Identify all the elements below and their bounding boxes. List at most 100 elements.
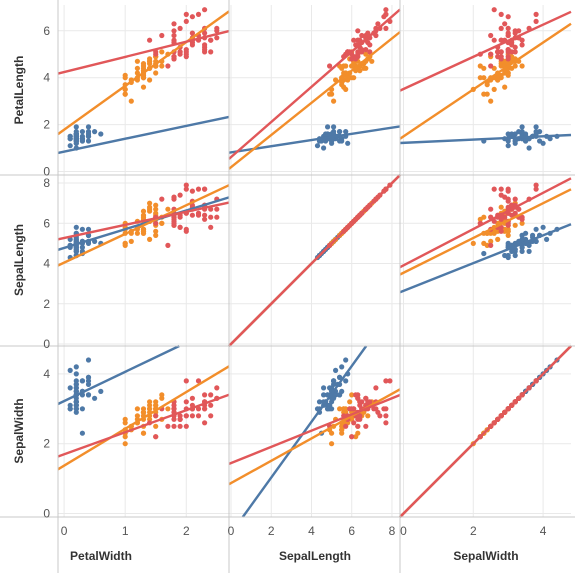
data-point-series-1 — [339, 82, 345, 88]
data-point-series-0 — [339, 364, 345, 370]
data-point-series-1 — [331, 98, 337, 104]
y-tick-label: 4 — [43, 257, 50, 271]
data-point-series-1 — [147, 61, 153, 67]
data-point-series-0 — [331, 378, 337, 384]
data-point-series-2 — [495, 49, 501, 55]
data-point-series-2 — [533, 182, 539, 188]
data-point-series-1 — [147, 208, 153, 214]
data-point-series-2 — [195, 212, 202, 218]
data-point-series-2 — [498, 186, 504, 192]
data-point-series-0 — [339, 388, 345, 394]
trend-line-series-0 — [399, 223, 572, 294]
data-point-series-2 — [208, 402, 214, 408]
data-point-series-1 — [488, 98, 494, 104]
col-title-2: SepalWidth — [453, 549, 518, 563]
data-point-series-2 — [183, 423, 189, 429]
data-point-series-2 — [383, 7, 389, 13]
data-point-series-1 — [481, 65, 487, 71]
data-point-series-0 — [345, 140, 351, 146]
data-point-series-1 — [343, 86, 349, 92]
data-point-series-1 — [159, 49, 165, 55]
x-tick-label: 2 — [470, 524, 477, 538]
data-point-series-2 — [165, 423, 171, 429]
data-point-series-0 — [533, 124, 539, 130]
data-point-series-1 — [153, 70, 159, 76]
data-point-series-2 — [505, 56, 511, 62]
trend-line-series-2 — [399, 10, 572, 92]
data-point-series-1 — [153, 210, 159, 216]
data-point-series-0 — [85, 392, 92, 398]
data-point-series-1 — [165, 206, 171, 212]
data-point-series-2 — [363, 47, 369, 53]
data-point-series-1 — [140, 208, 147, 214]
data-point-series-0 — [343, 129, 349, 135]
data-point-series-0 — [73, 381, 79, 387]
data-point-series-2 — [177, 25, 183, 31]
row-title-0: PetalLength — [12, 56, 26, 125]
data-point-series-1 — [134, 230, 140, 236]
row-title-2: SepalWidth — [12, 398, 26, 463]
data-point-series-0 — [85, 133, 92, 139]
data-point-series-1 — [355, 430, 361, 436]
data-point-series-1 — [347, 399, 353, 405]
data-point-series-2 — [202, 392, 208, 398]
data-point-series-0 — [73, 371, 79, 377]
data-point-series-2 — [202, 186, 208, 192]
data-point-series-2 — [383, 11, 389, 17]
data-point-series-1 — [140, 84, 147, 90]
data-point-series-1 — [153, 206, 159, 212]
data-point-series-2 — [177, 423, 183, 429]
data-point-series-2 — [153, 220, 159, 226]
data-point-series-1 — [351, 61, 357, 67]
data-point-series-2 — [202, 7, 208, 13]
data-point-series-2 — [355, 423, 361, 429]
data-point-series-2 — [359, 47, 365, 53]
data-point-series-1 — [491, 86, 497, 92]
trend-line-series-1 — [399, 188, 572, 276]
data-point-series-0 — [85, 378, 92, 384]
y-tick-label: 0 — [43, 507, 50, 521]
data-point-series-2 — [171, 196, 177, 202]
y-tick-label: 8 — [43, 176, 50, 190]
y-tick-label: 6 — [43, 24, 50, 38]
x-tick-label: 0 — [400, 524, 407, 538]
data-point-series-2 — [519, 42, 525, 48]
data-point-series-0 — [79, 378, 85, 384]
x-tick-label: 0 — [228, 524, 235, 538]
data-point-series-2 — [353, 392, 359, 398]
title-layer: PetalWidth SepalLength SepalWidth PetalL… — [12, 56, 519, 563]
data-point-series-2 — [171, 222, 177, 228]
data-point-series-2 — [208, 392, 214, 398]
data-point-series-2 — [327, 63, 333, 69]
data-point-series-0 — [98, 131, 104, 137]
data-point-series-0 — [331, 124, 337, 130]
data-point-series-2 — [183, 11, 189, 17]
y-tick-label: 4 — [43, 367, 50, 381]
data-point-series-2 — [159, 32, 165, 39]
data-point-series-0 — [79, 244, 85, 250]
data-point-series-1 — [153, 232, 159, 238]
data-point-series-2 — [153, 413, 159, 419]
data-point-series-2 — [183, 228, 189, 234]
trend-line-series-0 — [241, 345, 368, 518]
data-point-series-2 — [377, 413, 383, 419]
data-point-series-1 — [484, 82, 490, 88]
data-point-series-1 — [153, 202, 159, 208]
trend-line-series-2 — [228, 393, 401, 466]
data-point-series-2 — [195, 11, 202, 17]
data-point-series-2 — [355, 28, 361, 34]
y-tick-label: 0 — [43, 165, 50, 179]
trend-line-series-0 — [57, 196, 230, 251]
data-point-series-1 — [329, 430, 335, 436]
data-point-series-2 — [177, 224, 183, 230]
data-point-series-0 — [73, 406, 79, 412]
data-point-series-0 — [337, 129, 343, 135]
x-tick-label: 0 — [61, 524, 68, 538]
trend-line-series-2 — [399, 345, 572, 518]
data-point-series-1 — [519, 63, 525, 69]
data-point-series-0 — [343, 357, 349, 363]
data-point-series-2 — [208, 37, 214, 43]
data-point-series-0 — [343, 378, 349, 384]
data-point-series-0 — [85, 226, 92, 232]
